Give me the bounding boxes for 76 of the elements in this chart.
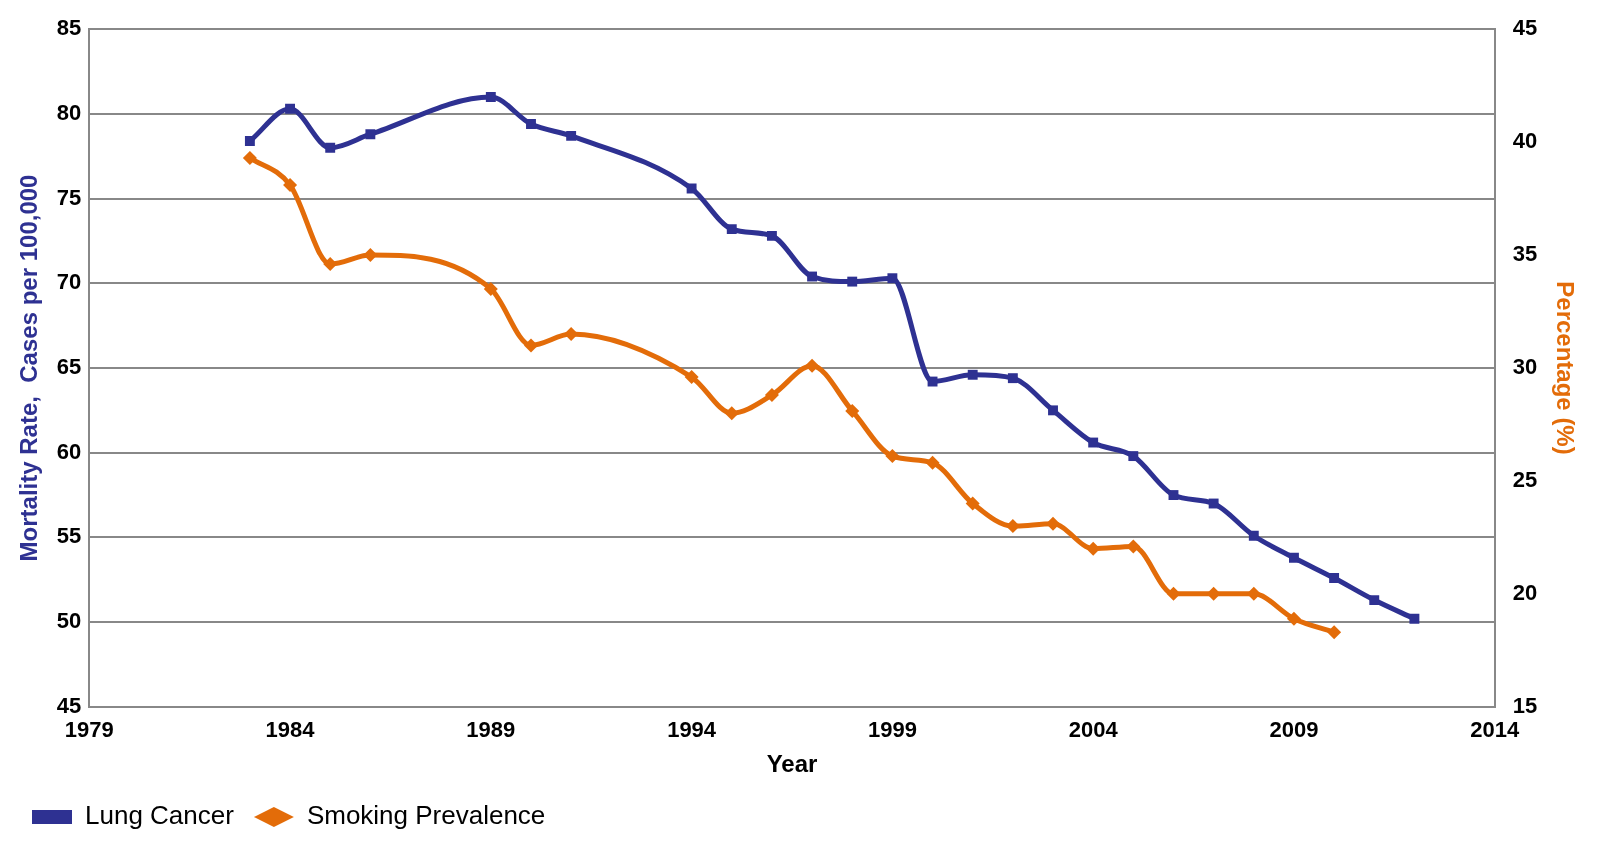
y2-tick-label: 45 — [1512, 15, 1538, 41]
point — [1289, 552, 1299, 563]
y-tick-label: 65 — [56, 354, 82, 380]
x-tick-label: 1999 — [867, 717, 917, 743]
y2-tick-label: 20 — [1512, 579, 1538, 605]
point — [1126, 539, 1141, 554]
point — [1248, 530, 1259, 541]
x-tick-label: 2014 — [1470, 717, 1520, 743]
point — [885, 449, 900, 464]
x-tick-label: 2004 — [1068, 717, 1119, 743]
point — [847, 276, 858, 287]
point — [927, 376, 938, 387]
y2-tick-label: 15 — [1512, 692, 1538, 718]
y-tick-label: 75 — [56, 184, 82, 210]
y-tick-label: 80 — [56, 99, 82, 125]
point — [1007, 373, 1018, 384]
point — [726, 224, 737, 235]
point — [805, 358, 820, 373]
legend-label: Lung Cancer — [85, 800, 235, 831]
point — [845, 403, 860, 418]
point — [1128, 451, 1139, 462]
point — [887, 273, 898, 284]
point — [1286, 611, 1301, 626]
point — [1048, 405, 1058, 416]
y-tick-label: 45 — [56, 692, 82, 718]
x-tick-label: 1979 — [64, 717, 114, 743]
y2-tick-label: 25 — [1512, 467, 1538, 492]
point — [925, 455, 940, 470]
x-tick-label: 2009 — [1269, 717, 1319, 743]
y-tick-label: 85 — [56, 15, 82, 41]
y2-tick-label: 40 — [1512, 128, 1538, 154]
point — [1246, 586, 1261, 601]
y-axis-title: Mortality Rate, Cases per 100,000 — [15, 174, 43, 562]
point — [523, 338, 538, 353]
point — [1046, 516, 1061, 531]
point — [485, 92, 496, 102]
point — [766, 230, 777, 241]
point — [1206, 586, 1221, 601]
y2-axis-title: Percentage (%) — [1551, 281, 1579, 455]
point — [1208, 498, 1219, 509]
point — [1329, 573, 1340, 584]
point — [363, 248, 378, 263]
point — [684, 370, 699, 385]
x-tick-label: 1994 — [667, 717, 717, 743]
point — [965, 496, 980, 511]
point — [566, 130, 577, 141]
y2-tick-label: 35 — [1512, 241, 1538, 267]
point — [483, 281, 498, 296]
legend-label: Smoking Prevalence — [306, 800, 546, 831]
point — [283, 178, 298, 193]
point — [764, 388, 779, 403]
y2-tick-label: 30 — [1512, 354, 1538, 380]
x-tick-label: 1989 — [466, 717, 516, 743]
point — [285, 103, 295, 114]
x-axis-title: Year — [766, 750, 818, 778]
y-tick-label: 50 — [56, 608, 82, 634]
point — [244, 136, 255, 146]
point — [1327, 625, 1342, 640]
point — [1086, 541, 1101, 556]
point — [1088, 437, 1099, 448]
point — [242, 150, 257, 165]
point — [807, 271, 818, 282]
x-tick-label: 1984 — [265, 717, 316, 743]
point — [365, 129, 376, 140]
point — [325, 142, 336, 153]
point — [1166, 586, 1181, 601]
point — [967, 369, 978, 380]
point — [1409, 613, 1420, 624]
point — [686, 183, 697, 194]
point — [1369, 595, 1380, 606]
point — [724, 406, 739, 421]
y-tick-label: 55 — [56, 523, 82, 549]
y-tick-label: 70 — [56, 269, 82, 295]
y-tick-label: 60 — [56, 438, 82, 464]
point — [1168, 490, 1179, 500]
point — [526, 119, 536, 130]
